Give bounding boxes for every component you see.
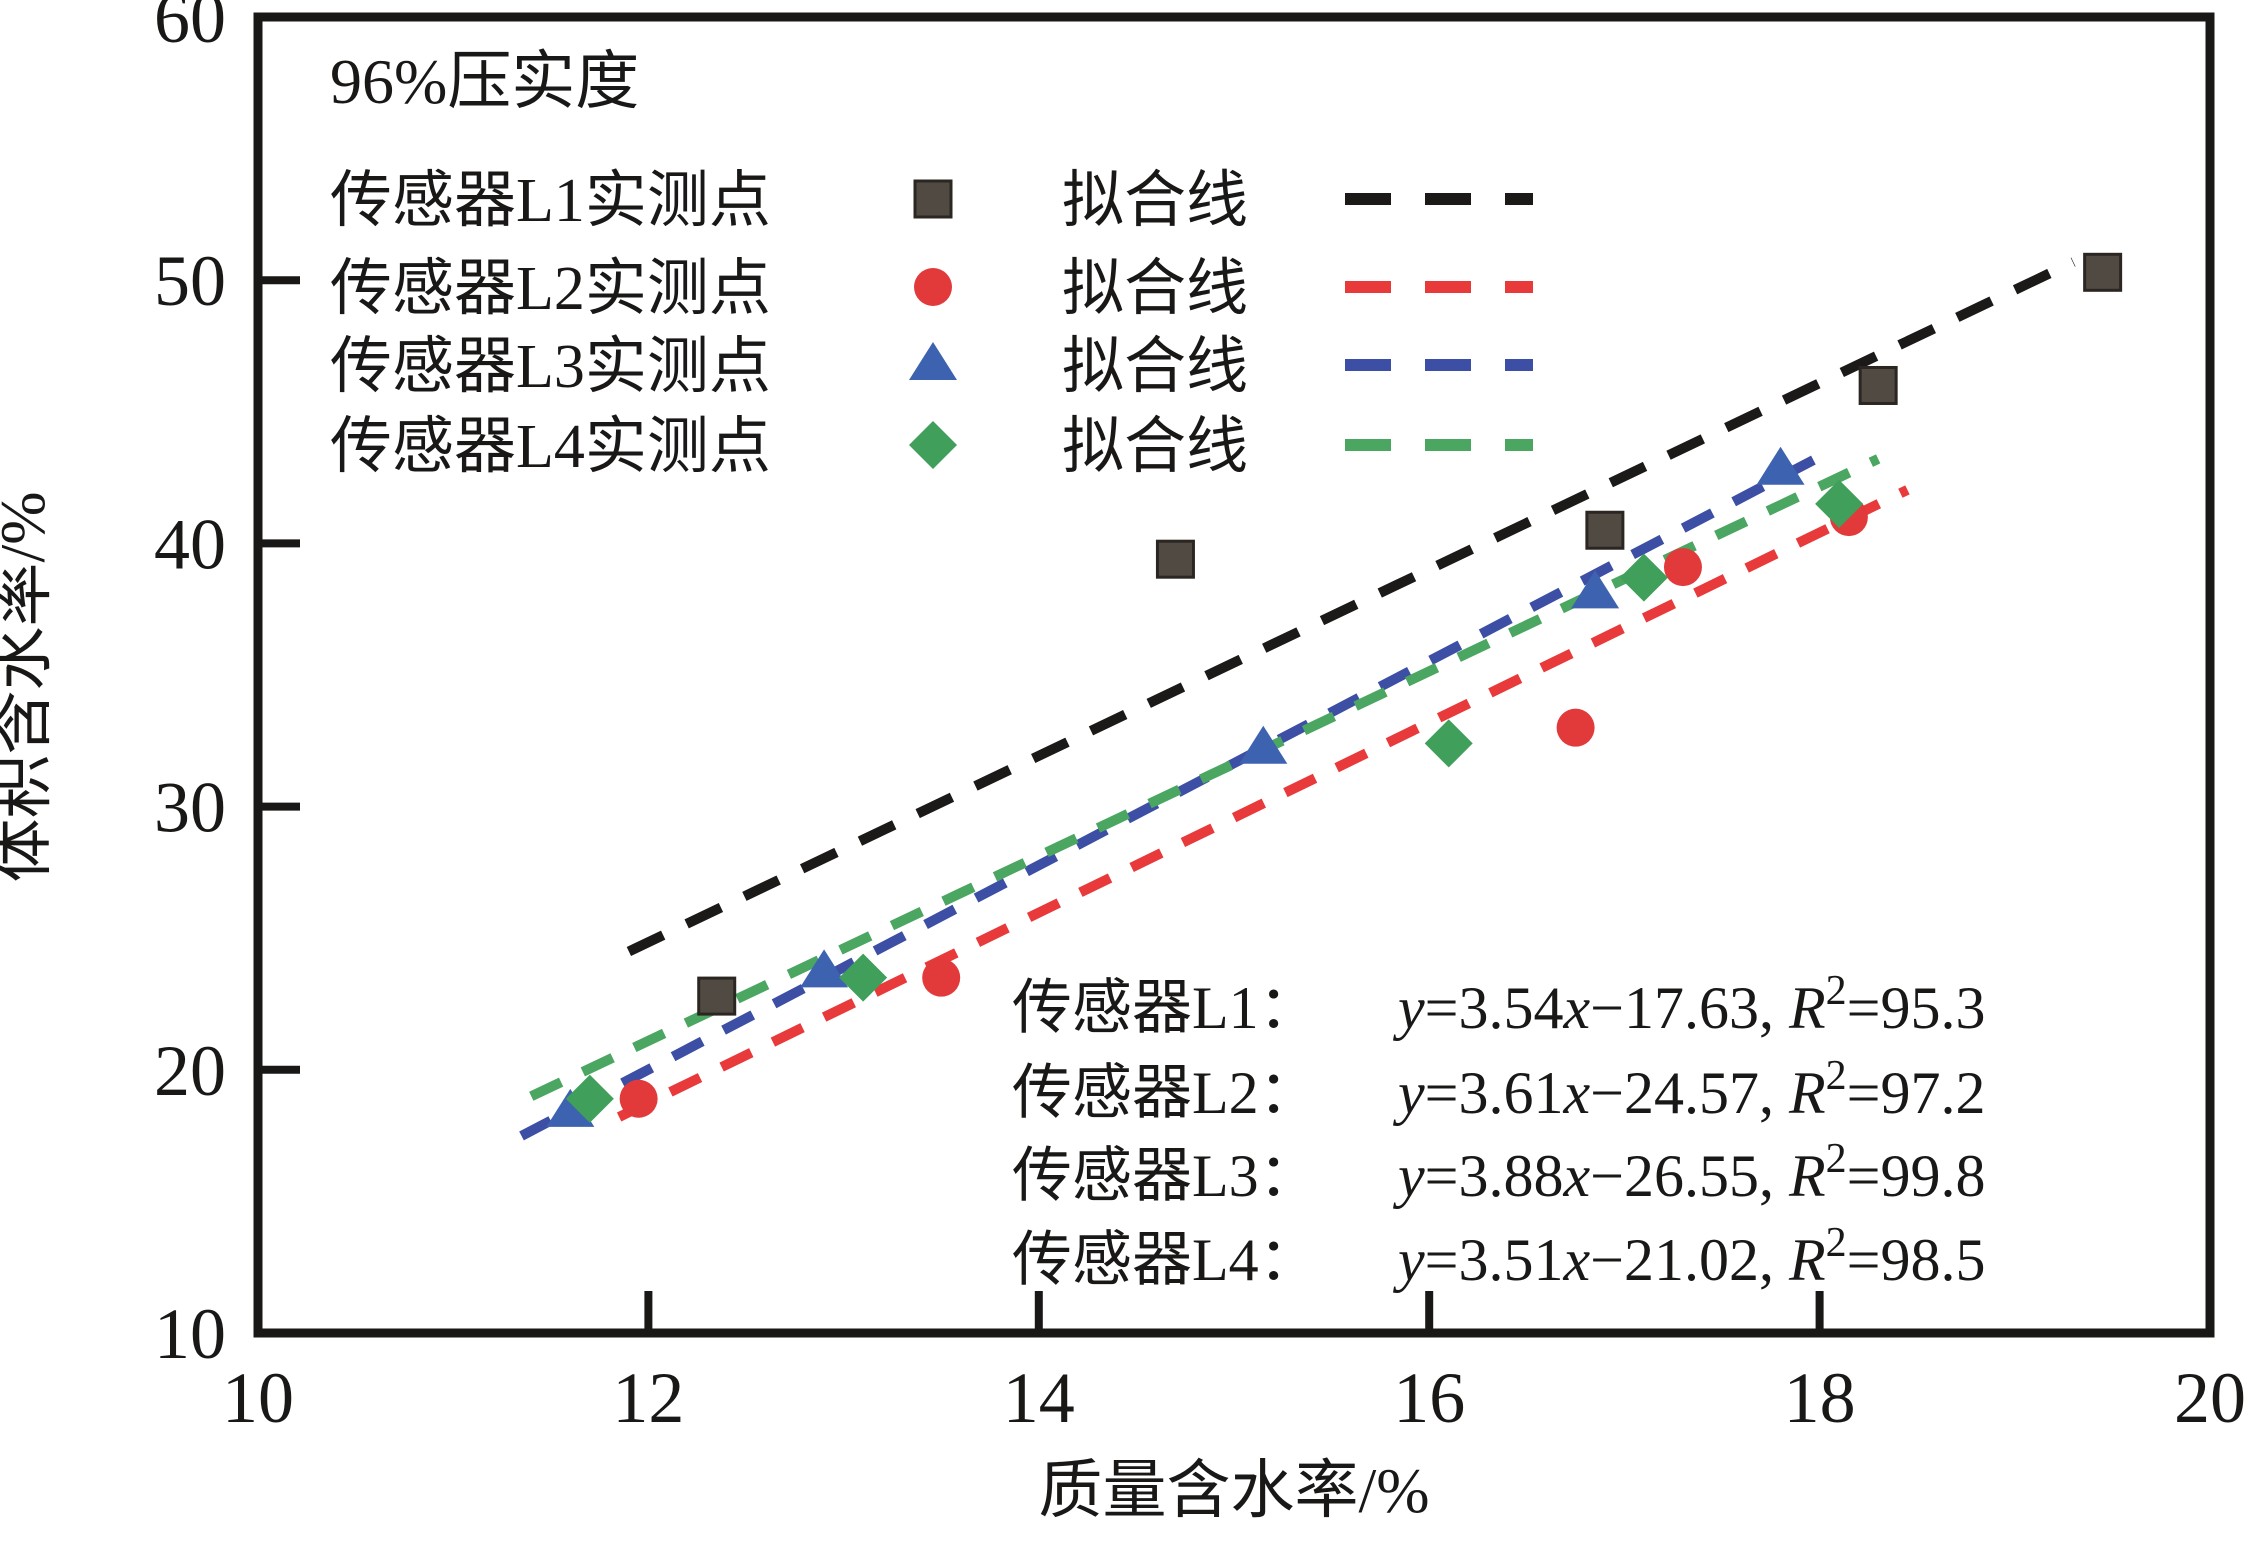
y-tick-label: 20 (154, 1031, 226, 1111)
data-point-L3 (800, 949, 849, 988)
equation-formula-L2: y=3.61x−24.57, R2​=97.2 (1392, 1053, 1985, 1126)
y-tick-label: 50 (154, 241, 226, 321)
axes-layer: 10 12 14 16 18 20 10 20 30 40 50 60 (154, 0, 2246, 1438)
plot-frame (253, 12, 2215, 1338)
legend-marker-L2 (914, 268, 952, 306)
legend-line-label-L1: 拟合线 (1062, 167, 1248, 235)
equation-formula-L3: y=3.88x−26.55, R2​=99.8 (1392, 1136, 1985, 1209)
data-point-L3 (546, 1088, 595, 1127)
y-tick-label: 30 (154, 768, 226, 848)
data-point-L2 (1556, 708, 1595, 747)
x-tick-label: 16 (1393, 1358, 1465, 1438)
fit-line-L3 (519, 452, 1822, 1141)
data-point-L2 (1663, 548, 1702, 587)
fit-line-L2 (616, 485, 1910, 1122)
data-point-L1 (697, 976, 737, 1016)
equations-block: 传感器L1： y=3.54x−17.63, R2​=95.3 传感器L2： y=3.6… (1012, 968, 1985, 1293)
equation-label-L1: 传感器L1： (1012, 975, 1319, 1041)
legend-line-label-L4: 拟合线 (1062, 413, 1248, 481)
data-point-L2 (922, 958, 961, 997)
data-point-L1 (1585, 510, 1625, 550)
data-point-L2 (619, 1079, 658, 1118)
data-point-L3 (1571, 570, 1620, 609)
y-tick-label: 40 (154, 504, 226, 584)
x-tick-label: 12 (612, 1358, 684, 1438)
y-tick-label: 10 (154, 1294, 226, 1374)
annotation-compaction: 96%压实度 (330, 46, 639, 117)
data-point-L3 (1756, 446, 1805, 485)
legend-line-label-L2: 拟合线 (1062, 255, 1248, 323)
legend-point-label-L3: 传感器L3实测点 (330, 333, 771, 401)
x-tick-label: 10 (222, 1358, 294, 1438)
data-point-L3 (1239, 725, 1288, 764)
x-tick-label: 14 (1003, 1358, 1075, 1438)
equation-label-L4: 传感器L4： (1012, 1227, 1319, 1293)
y-tick-label: 60 (154, 0, 226, 58)
y-axis-label: 体积含水率/% (0, 491, 58, 882)
data-point-L4 (1424, 719, 1473, 768)
equation-formula-L1: y=3.54x−17.63, R2​=95.3 (1392, 968, 1985, 1041)
data-point-L1 (2083, 252, 2123, 292)
fit-lines-layer (519, 257, 2076, 1141)
data-point-L4 (565, 1074, 614, 1123)
data-point-L4 (1815, 479, 1864, 528)
fit-line-L4 (529, 454, 1881, 1101)
equation-label-L2: 传感器L2： (1012, 1060, 1319, 1126)
legend-point-label-L1: 传感器L1实测点 (330, 167, 771, 235)
legend-point-label-L2: 传感器L2实测点 (330, 255, 771, 323)
x-tick-label: 20 (2174, 1358, 2246, 1438)
legend-line-label-L3: 拟合线 (1062, 333, 1248, 401)
markers-layer (546, 252, 2123, 1127)
equation-label-L3: 传感器L3： (1012, 1143, 1319, 1209)
data-point-L4 (839, 953, 888, 1002)
legend-point-label-L4: 传感器L4实测点 (330, 413, 771, 481)
data-point-L1 (1858, 365, 1898, 405)
legend-marker-L4 (909, 421, 957, 469)
legend-marker-L1 (913, 179, 953, 219)
x-axis-label: 质量含水率/% (1038, 1455, 1429, 1526)
data-point-L4 (1619, 553, 1668, 602)
legend-marker-L3 (909, 342, 957, 380)
data-point-L1 (1155, 539, 1195, 579)
fit-line-L1 (626, 257, 2076, 956)
x-tick-label: 18 (1784, 1358, 1856, 1438)
equation-formula-L4: y=3.51x−21.02, R2​=98.5 (1392, 1220, 1985, 1293)
